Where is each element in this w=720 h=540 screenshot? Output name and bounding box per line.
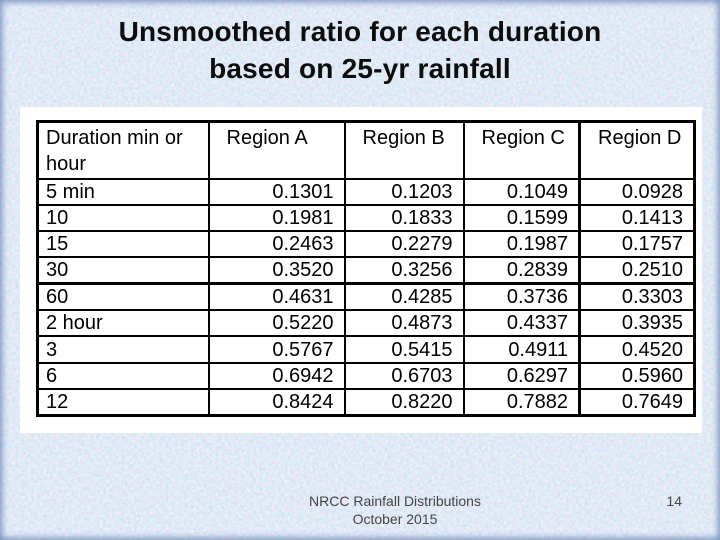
value-cell: 0.1757 <box>578 229 696 258</box>
row-label-cell: 60 <box>36 282 210 312</box>
value-cell: 0.4285 <box>343 282 465 312</box>
table-row: 10 0.1981 0.1833 0.1599 0.1413 <box>36 203 696 232</box>
column-header-3: Region C <box>462 120 581 180</box>
value-cell: 0.6942 <box>207 361 346 390</box>
value-cell: 0.5960 <box>578 361 696 390</box>
value-cell: 0.1987 <box>462 229 581 258</box>
value-cell: 0.5220 <box>207 309 346 338</box>
row-label-cell: 2 hour <box>36 309 210 338</box>
value-cell: 0.4337 <box>462 309 581 338</box>
value-cell: 0.4631 <box>207 282 346 312</box>
value-cell: 0.2839 <box>462 255 581 285</box>
row-label-cell: 15 <box>36 229 210 258</box>
footer: NRCC Rainfall Distributions October 2015 <box>200 492 590 528</box>
table-row: 12 0.8424 0.8220 0.7882 0.7649 <box>36 387 696 417</box>
value-cell: 0.5415 <box>343 335 465 364</box>
slide-page-number: 14 <box>666 493 682 509</box>
ratio-table: Duration min or hour Region A Region B Regi… <box>36 120 696 417</box>
row-label-cell: 30 <box>36 255 210 285</box>
column-header-0: Duration min or hour <box>36 120 210 180</box>
footer-line-2: October 2015 <box>352 511 438 527</box>
row-label-cell: 6 <box>36 361 210 390</box>
value-cell: 0.2463 <box>207 229 346 258</box>
value-cell: 0.3736 <box>462 282 581 312</box>
value-cell: 0.1049 <box>462 177 581 206</box>
table-row: 5 min 0.1301 0.1203 0.1049 0.0928 <box>36 177 696 206</box>
value-cell: 0.4911 <box>462 335 581 364</box>
value-cell: 0.6297 <box>462 361 581 390</box>
value-cell: 0.4873 <box>343 309 465 338</box>
value-cell: 0.5767 <box>207 335 346 364</box>
table-row: 2 hour 0.5220 0.4873 0.4337 0.3935 <box>36 309 696 338</box>
content-panel: Duration min or hour Region A Region B Regi… <box>20 107 702 433</box>
value-cell: 0.6703 <box>343 361 465 390</box>
row-label-cell: 5 min <box>36 177 210 206</box>
value-cell: 0.3303 <box>578 282 696 312</box>
table-row: 60 0.4631 0.4285 0.3736 0.3303 <box>36 282 696 312</box>
value-cell: 0.3935 <box>578 309 696 338</box>
table-row: 3 0.5767 0.5415 0.4911 0.4520 <box>36 335 696 364</box>
value-cell: 0.8220 <box>343 387 465 417</box>
value-cell: 0.1301 <box>207 177 346 206</box>
value-cell: 0.0928 <box>578 177 696 206</box>
value-cell: 0.8424 <box>207 387 346 417</box>
row-label-cell: 3 <box>36 335 210 364</box>
value-cell: 0.1203 <box>343 177 465 206</box>
value-cell: 0.1981 <box>207 203 346 232</box>
title-line-2: based on 25-yr rainfall <box>209 53 511 84</box>
slide-title: Unsmoothed ratio for each duration based… <box>0 13 720 87</box>
title-line-1: Unsmoothed ratio for each duration <box>118 16 602 47</box>
value-cell: 0.7882 <box>462 387 581 417</box>
value-cell: 0.1599 <box>462 203 581 232</box>
value-cell: 0.1413 <box>578 203 696 232</box>
table-row: 30 0.3520 0.3256 0.2839 0.2510 <box>36 255 696 285</box>
column-header-4: Region D <box>578 120 696 180</box>
table-row: 6 0.6942 0.6703 0.6297 0.5960 <box>36 361 696 390</box>
value-cell: 0.2279 <box>343 229 465 258</box>
row-label-cell: 12 <box>36 387 210 417</box>
value-cell: 0.4520 <box>578 335 696 364</box>
row-label-cell: 10 <box>36 203 210 232</box>
value-cell: 0.1833 <box>343 203 465 232</box>
value-cell: 0.7649 <box>578 387 696 417</box>
value-cell: 0.2510 <box>578 255 696 285</box>
value-cell: 0.3520 <box>207 255 346 285</box>
column-header-1: Region A <box>207 120 346 180</box>
table-header-row: Duration min or hour Region A Region B Regi… <box>36 120 696 180</box>
table-row: 15 0.2463 0.2279 0.1987 0.1757 <box>36 229 696 258</box>
footer-line-1: NRCC Rainfall Distributions <box>309 493 481 509</box>
column-header-2: Region B <box>343 120 465 180</box>
value-cell: 0.3256 <box>343 255 465 285</box>
